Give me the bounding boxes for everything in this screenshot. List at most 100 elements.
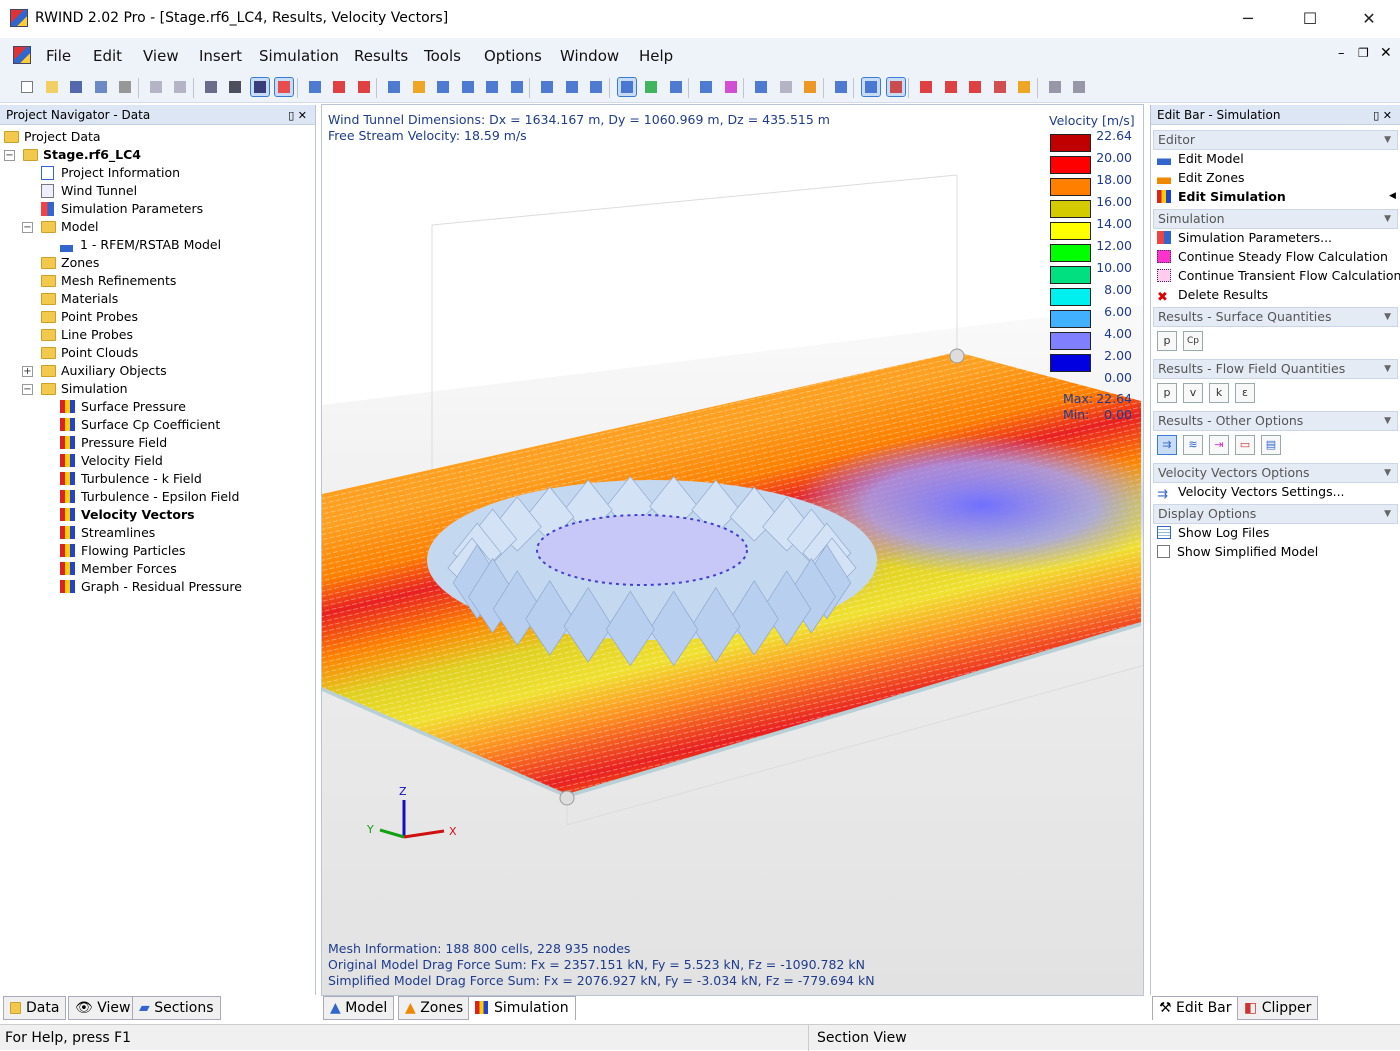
tree-item[interactable]: Streamlines [60, 524, 155, 542]
tab-clipper[interactable]: ◧ Clipper [1237, 996, 1319, 1020]
section-simulation[interactable]: Simulation ▼ [1153, 209, 1398, 229]
tree-item[interactable]: Materials [41, 290, 118, 308]
section-display-options[interactable]: Display Options ▼ [1153, 504, 1398, 524]
tree-item[interactable]: Member Forces [60, 560, 177, 578]
section-other-options[interactable]: Results - Other Options ▼ [1153, 411, 1398, 431]
toolbar-button[interactable] [116, 78, 134, 96]
mdi-restore-button[interactable]: ❐ [1358, 46, 1369, 60]
streamlines-button[interactable]: ≋ [1183, 435, 1203, 455]
tree-item[interactable]: Mesh Refinements [41, 272, 176, 290]
tree-item[interactable]: Surface Cp Coefficient [60, 416, 220, 434]
corner-handle[interactable] [949, 348, 965, 364]
particles-button[interactable]: ⇥ [1209, 435, 1229, 455]
tree-item[interactable]: Graph - Residual Pressure [60, 578, 242, 596]
toolbar-button[interactable] [226, 78, 244, 96]
pin-close-buttons[interactable]: ▯ ✕ [288, 109, 307, 122]
toolbar-button[interactable] [697, 78, 715, 96]
edit-zones-item[interactable]: Edit Zones [1157, 168, 1245, 187]
tree-expander[interactable]: − [4, 150, 15, 161]
toolbar-button[interactable] [147, 78, 165, 96]
velocity-vectors-button[interactable]: ⇉ [1157, 435, 1177, 455]
tree-item[interactable]: Project Data [4, 128, 101, 146]
tree-item[interactable]: Simulation Parameters [41, 200, 203, 218]
menu-view[interactable]: View [143, 47, 179, 65]
toolbar-button[interactable] [43, 78, 61, 96]
toolbar-button[interactable] [966, 78, 984, 96]
corner-handle[interactable] [559, 790, 575, 806]
toolbar-button[interactable] [777, 78, 795, 96]
toolbar-button[interactable] [410, 78, 428, 96]
graph-button[interactable]: ▭ [1235, 435, 1255, 455]
mdi-minimize-button[interactable]: – [1338, 46, 1345, 61]
surface-p-button[interactable]: p [1157, 331, 1177, 351]
section-surface-quantities[interactable]: Results - Surface Quantities ▼ [1153, 307, 1398, 327]
menu-file[interactable]: File [46, 47, 72, 65]
tree-item[interactable]: Turbulence - k Field [60, 470, 202, 488]
surface-cp-button[interactable]: Cp [1183, 331, 1203, 351]
tree-item[interactable]: Velocity Field [60, 452, 163, 470]
tree-item[interactable]: Surface Pressure [60, 398, 186, 416]
tab-model[interactable]: ▲ Model [323, 996, 395, 1020]
toolbar-button[interactable] [483, 78, 501, 96]
status-section-view[interactable]: Section View [808, 1025, 915, 1051]
simulation-parameters-item[interactable]: Simulation Parameters... [1157, 228, 1332, 247]
toolbar-button[interactable] [330, 78, 348, 96]
close-button[interactable]: ✕ [1362, 9, 1376, 28]
tab-data[interactable]: Data [3, 996, 67, 1020]
toolbar-button[interactable] [752, 78, 770, 96]
flow-k-button[interactable]: k [1209, 383, 1229, 403]
tree-item[interactable]: Point Probes [41, 308, 138, 326]
toolbar-button[interactable] [459, 78, 477, 96]
flow-epsilon-button[interactable]: ε [1235, 383, 1255, 403]
toolbar-button[interactable] [508, 78, 526, 96]
toolbar-button[interactable] [722, 78, 740, 96]
tree-item[interactable]: Pressure Field [60, 434, 167, 452]
tree-item[interactable]: Line Probes [41, 326, 133, 344]
tree-item[interactable]: Stage.rf6_LC4 [23, 146, 141, 164]
toolbar-button[interactable] [434, 78, 452, 96]
tab-simulation[interactable]: Simulation [468, 996, 576, 1020]
toolbar-button[interactable] [832, 78, 850, 96]
toolbar-button[interactable] [1070, 78, 1088, 96]
menu-window[interactable]: Window [560, 47, 620, 65]
checkbox-icon[interactable] [1157, 545, 1170, 558]
tree-item[interactable]: Zones [41, 254, 99, 272]
tab-view[interactable]: 👁 View [68, 996, 138, 1020]
tree-item[interactable]: Project Information [41, 164, 180, 182]
section-editor[interactable]: Editor ▼ [1153, 130, 1398, 150]
tree-item[interactable]: Point Clouds [41, 344, 138, 362]
tree-item[interactable]: Simulation [41, 380, 128, 398]
continue-steady-item[interactable]: Continue Steady Flow Calculation [1157, 247, 1388, 266]
tree-item[interactable]: 1 - RFEM/RSTAB Model [60, 236, 221, 254]
toolbar-button[interactable] [885, 77, 906, 97]
toolbar-button[interactable] [1046, 78, 1064, 96]
menu-simulation[interactable]: Simulation [259, 47, 339, 65]
tab-zones[interactable]: ▲ Zones [398, 996, 471, 1020]
tree-item[interactable]: Model [41, 218, 99, 236]
menu-options[interactable]: Options [484, 47, 542, 65]
toolbar-button[interactable] [1015, 78, 1033, 96]
menu-results[interactable]: Results [354, 47, 409, 65]
menu-help[interactable]: Help [639, 47, 674, 65]
mdi-close-button[interactable]: ✕ [1380, 45, 1392, 61]
tree-expander[interactable]: − [22, 222, 33, 233]
toolbar-button[interactable] [861, 77, 881, 97]
menu-tools[interactable]: Tools [424, 47, 461, 65]
show-log-files-item[interactable]: Show Log Files [1157, 523, 1269, 542]
tab-sections[interactable]: ▰ Sections [132, 996, 221, 1020]
flow-p-button[interactable]: p [1157, 383, 1177, 403]
toolbar-button[interactable] [917, 78, 935, 96]
toolbar-button[interactable] [92, 78, 110, 96]
maximize-button[interactable]: ☐ [1302, 9, 1318, 28]
pin-close-buttons[interactable]: ▯ ✕ [1373, 109, 1392, 122]
toolbar-button[interactable] [202, 78, 220, 96]
show-simplified-model-checkbox[interactable]: Show Simplified Model [1157, 542, 1318, 561]
3d-viewport[interactable]: Z X Y Wind Tunnel Dimensions: Dx = 1634.… [321, 104, 1144, 996]
toolbar-button[interactable] [306, 78, 324, 96]
toolbar-button[interactable] [801, 78, 819, 96]
edit-simulation-item[interactable]: Edit Simulation ◀ [1157, 187, 1396, 206]
tab-edit-bar[interactable]: ⚒ Edit Bar [1152, 996, 1239, 1020]
toolbar-button[interactable] [67, 78, 85, 96]
flow-v-button[interactable]: v [1183, 383, 1203, 403]
menu-insert[interactable]: Insert [199, 47, 243, 65]
